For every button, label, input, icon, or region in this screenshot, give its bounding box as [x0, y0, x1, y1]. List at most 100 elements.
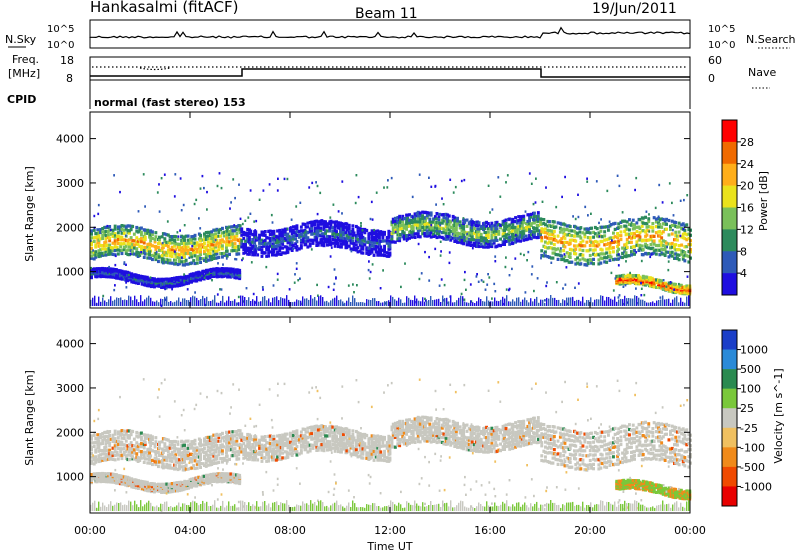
- velocity-cell: [97, 456, 101, 460]
- power-cell: [676, 225, 679, 229]
- power-cell: [342, 233, 345, 237]
- power-cell: [434, 247, 437, 251]
- power-cell: [381, 233, 385, 238]
- power-cell: [669, 281, 672, 284]
- power-cell: [416, 235, 420, 239]
- power-cell: [665, 227, 668, 231]
- power-cell: [433, 225, 437, 229]
- power-cell: [458, 238, 462, 242]
- power-cell: [356, 246, 360, 250]
- power-cell: [424, 216, 427, 220]
- velocity-cell: [113, 432, 117, 436]
- power-cell: [246, 227, 250, 232]
- power-cell: [381, 253, 385, 257]
- power-cell: [262, 288, 264, 291]
- power-cell: [463, 230, 467, 234]
- power-cell: [94, 295, 96, 306]
- power-cell: [497, 223, 501, 227]
- power-cell: [456, 216, 459, 220]
- velocity-cell: [150, 482, 154, 486]
- power-cell: [90, 256, 93, 260]
- power-cell: [399, 220, 402, 224]
- power-cell: [390, 223, 394, 227]
- velocity-cell: [108, 457, 112, 461]
- power-cell: [437, 214, 441, 218]
- power-cell: [182, 203, 185, 207]
- power-cell: [137, 276, 140, 280]
- velocity-cell: [104, 438, 108, 443]
- velocity-cell: [208, 460, 212, 464]
- power-cell: [546, 255, 550, 259]
- power-cell: [278, 243, 282, 247]
- power-cell: [233, 229, 237, 233]
- power-cell: [568, 242, 572, 246]
- power-cell: [219, 238, 223, 242]
- power-cell: [634, 188, 636, 192]
- power-cell: [370, 232, 374, 236]
- power-cell: [383, 244, 386, 248]
- colorbar-tick-label: 8: [740, 245, 747, 258]
- power-cell: [568, 225, 572, 229]
- power-cell: [363, 239, 367, 243]
- power-cell: [647, 225, 651, 229]
- power-cell: [511, 232, 515, 236]
- power-cell: [173, 238, 176, 242]
- power-cell: [160, 235, 164, 239]
- power-cell: [490, 227, 494, 231]
- colorbar-swatch: [722, 163, 737, 186]
- velocity-cell: [166, 449, 170, 454]
- velocity-cell: [90, 448, 93, 452]
- power-cell: [365, 240, 369, 244]
- power-cell: [186, 252, 190, 256]
- power-cell: [113, 239, 117, 243]
- velocity-cell: [128, 436, 131, 440]
- power-cell: [581, 257, 585, 261]
- power-cell: [444, 225, 448, 229]
- power-cell: [361, 238, 365, 242]
- power-cell: [244, 245, 247, 250]
- power-cell: [131, 224, 135, 229]
- power-cell: [532, 202, 535, 206]
- power-cell: [508, 226, 512, 230]
- power-cell: [493, 282, 496, 286]
- power-cell: [624, 279, 628, 283]
- power-cell: [261, 286, 264, 289]
- power-cell: [672, 214, 675, 217]
- power-cell: [125, 263, 127, 266]
- power-cell: [249, 242, 252, 245]
- power-cell: [648, 302, 650, 306]
- velocity-cell: [173, 481, 176, 485]
- power-cell: [631, 279, 635, 284]
- power-cell: [126, 242, 130, 246]
- power-cell: [161, 241, 164, 245]
- power-cell: [544, 245, 547, 249]
- power-cell: [616, 249, 619, 253]
- power-cell: [178, 242, 181, 246]
- power-cell: [199, 243, 202, 247]
- power-cell: [628, 218, 631, 222]
- velocity-cell: [109, 451, 113, 455]
- velocity-cell: [140, 486, 144, 491]
- power-cell: [411, 233, 415, 237]
- power-cell: [565, 224, 569, 228]
- power-cell: [488, 239, 492, 243]
- power-cell: [540, 217, 544, 221]
- power-cell: [689, 239, 692, 243]
- power-cell: [204, 259, 208, 263]
- power-cell: [279, 246, 283, 250]
- power-cell: [315, 240, 319, 244]
- power-cell: [222, 230, 226, 234]
- velocity-cell: [228, 457, 231, 461]
- power-cell: [421, 229, 425, 233]
- power-cell: [573, 244, 576, 248]
- power-cell: [289, 238, 292, 242]
- power-cell: [147, 277, 151, 281]
- power-cell: [410, 235, 414, 239]
- power-cell: [268, 232, 272, 236]
- power-cell: [580, 301, 582, 306]
- power-cell: [413, 223, 417, 227]
- power-cell: [683, 259, 687, 263]
- velocity-cell: [145, 480, 149, 484]
- power-cell: [411, 220, 415, 224]
- power-cell: [126, 230, 130, 235]
